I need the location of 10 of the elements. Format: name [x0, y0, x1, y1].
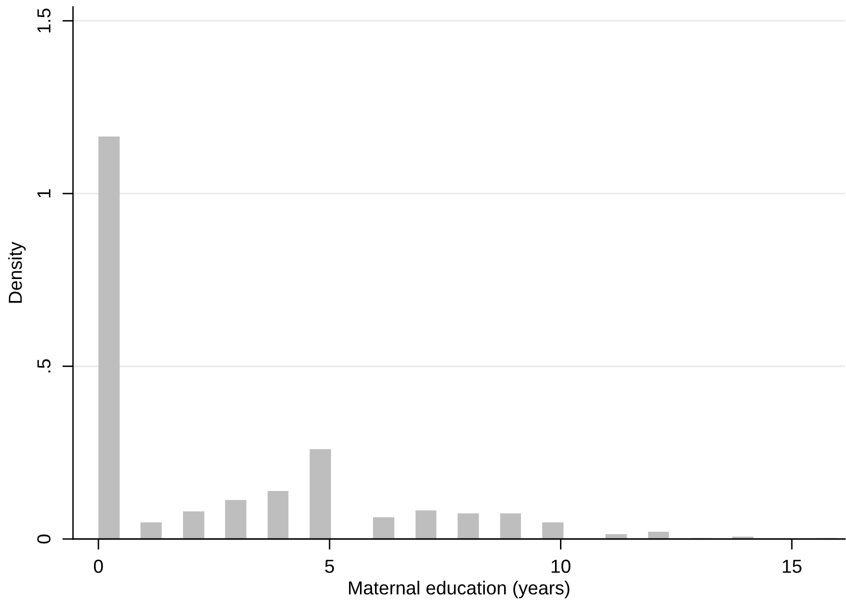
x-tick-label: 15: [782, 560, 802, 573]
y-tick-label: 0: [37, 534, 51, 544]
x-tick-label: 10: [552, 560, 570, 573]
x-tick-label: 0: [94, 560, 103, 573]
x-tick-label: 5: [325, 560, 334, 573]
y-axis-title: Density: [8, 242, 26, 303]
x-axis-title: Maternal education (years): [349, 580, 570, 598]
y-tick-label: .5: [37, 359, 51, 372]
y-tick-label: 1: [37, 189, 50, 198]
y-tick-label: 1.5: [37, 8, 51, 32]
